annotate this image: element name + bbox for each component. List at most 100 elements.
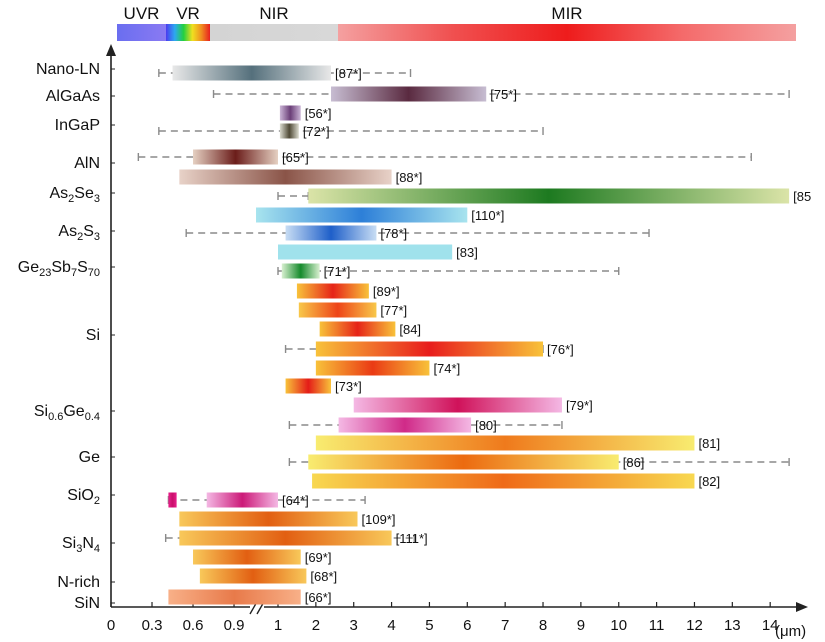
bar [296,283,369,299]
bar-ref-label: [85 [793,189,811,204]
bar [179,530,392,546]
bar [206,492,278,508]
bar-group: [78*] [185,225,650,241]
bar-group: [71*] [277,263,620,279]
bar-group: [79*] [353,397,593,413]
bar-group: [89*] [296,283,400,299]
x-tick-label: 0 [107,617,115,634]
bar-ref-label: [86] [623,455,645,470]
bar-ref-label: [87*] [335,66,362,81]
x-tick-label: 0.3 [142,617,163,634]
x-tick-label: 9 [577,617,585,634]
spectral-band-strip: UVR VR NIR MIR [117,4,796,41]
bar [278,244,453,260]
bar [193,549,301,565]
bar [285,225,377,241]
bar [279,123,299,139]
bar-group: [73*] [285,378,362,394]
material-label: Si3N4 [62,535,100,555]
bar-ref-label: [66*] [305,590,332,605]
band-label-mir: MIR [551,4,582,23]
band-uvr [117,24,166,41]
x-tick-label: 14 [762,617,779,634]
material-label: As2Se3 [50,185,101,205]
bar [179,511,358,527]
material-label: Si0.6Ge0.4 [34,403,100,423]
material-label: Si [86,327,100,344]
chart-bars: [87*] [75*] [56*] [72*] [65*] [88*] [85 [110*] [… [137,65,811,605]
x-tick-label: 7 [501,617,509,634]
bar-ref-label: [80] [475,418,497,433]
bar-ref-label: [73*] [335,379,362,394]
bar-ref-label: [84] [399,322,421,337]
material-label: N-rich [57,574,100,591]
band-label-uvr: UVR [124,4,160,23]
material-label: AlGaAs [46,88,100,105]
bar [281,263,320,279]
bar [315,435,695,451]
bar-ref-label: [69*] [305,550,332,565]
bar-group: [76*] [284,341,574,357]
bar-group: [83] [278,244,478,260]
bar-group: [66*] [168,589,332,605]
x-tick-label: 2 [312,617,320,634]
bar-group: [64*] [206,492,309,508]
material-label: AlN [74,155,100,172]
x-tick-label: 0.9 [224,617,245,634]
material-label: InGaP [55,117,100,134]
chart-axes: 0 0.3 0.6 0.9 1 2 3 4 5 6 7 8 9 10 11 12 13 14(μm) [106,44,808,640]
bar-ref-label: [75*] [490,87,517,102]
material-labels: Nano-LN AlGaAs InGaP AlN As2Se3 As2S3 Ge23Sb7S… [18,61,115,612]
bar-ref-label: [76*] [547,342,574,357]
bar-ref-label: [89*] [373,284,400,299]
bar [279,105,301,121]
bar [298,302,377,318]
bar-group: [69*] [193,549,332,565]
bar-ref-label: [65*] [282,150,309,165]
bar-group: [65*] [137,149,752,165]
x-tick-label: 6 [463,617,471,634]
bar [168,492,177,508]
bar-ref-label: [64*] [282,493,309,508]
x-axis-unit: (μm) [775,623,806,640]
bar-ref-label: [110*] [471,208,504,223]
x-tick-label: 12 [686,617,703,634]
x-tick-label: 13 [724,617,741,634]
x-tick-label: 4 [387,617,395,634]
bar-group: [80] [288,417,563,433]
bar-group: [82] [312,473,720,489]
bar [315,341,544,357]
bar-ref-label: [81] [698,436,720,451]
x-tick-label: 5 [425,617,433,634]
material-label: SiN [74,595,100,612]
bar-group: [86] [288,454,790,470]
material-label: SiO2 [67,487,100,507]
bar-ref-label: [83] [456,245,478,260]
band-nir [210,24,338,41]
bar [172,65,332,81]
bar-group: [81] [315,435,720,451]
x-tick-label: 8 [539,617,547,634]
band-label-nir: NIR [259,4,288,23]
bar-ref-label: [56*] [305,106,332,121]
bar-group: [87*] [158,65,412,81]
bar [168,589,301,605]
bar [315,360,430,376]
bar-ref-label: [82] [698,474,720,489]
x-tick-label: 10 [610,617,627,634]
bar [179,169,392,185]
bar-ref-label: [74*] [433,361,460,376]
band-label-vr: VR [176,4,200,23]
bar-group: [110*] [256,207,504,223]
bar [308,454,619,470]
bar-ref-label: [77*] [380,303,407,318]
bar [312,473,695,489]
bar [285,378,332,394]
x-tick-label: 0.6 [183,617,204,634]
band-mir [338,24,796,41]
bar [256,207,468,223]
bar-group: [84] [319,321,421,337]
material-label: Ge23Sb7S70 [18,259,100,279]
bar-ref-label: [68*] [310,569,337,584]
bar-ref-label: [78*] [380,226,407,241]
